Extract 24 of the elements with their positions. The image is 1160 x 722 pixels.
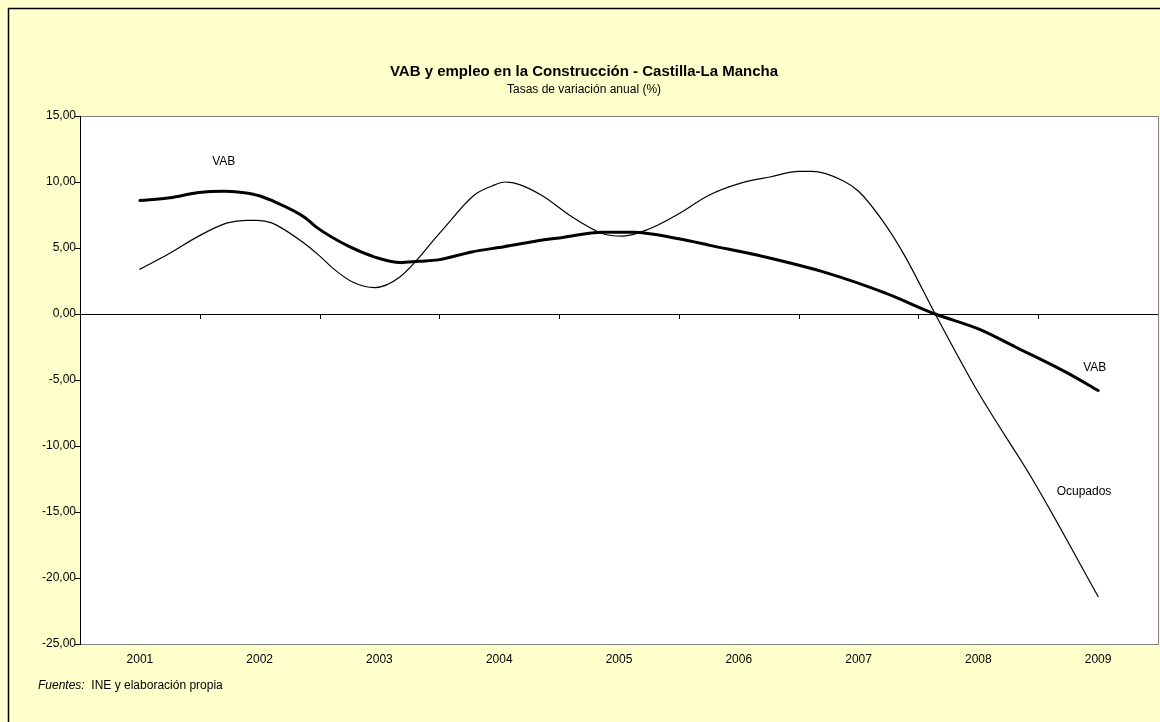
y-tick-label: -5,00 (48, 372, 77, 387)
series-label: Ocupados (1056, 484, 1112, 499)
annotation: VAB (212, 153, 236, 168)
x-tick-label: 2003 (366, 651, 394, 666)
y-tick-label: 10,00 (45, 174, 77, 189)
y-tick-label: -15,00 (41, 504, 77, 519)
y-tick-label: 15,00 (45, 108, 77, 123)
x-tick-label: 2006 (725, 651, 753, 666)
y-tick-label: 5,00 (52, 240, 77, 255)
x-tick-label: 2008 (964, 651, 992, 666)
x-tick-label: 2004 (485, 651, 513, 666)
x-tick-label: 2009 (1084, 651, 1112, 666)
x-tick-label: 2005 (605, 651, 633, 666)
x-tick-label: 2007 (845, 651, 873, 666)
source-note: Fuentes: INE y elaboración propia (38, 678, 224, 693)
series-label: VAB (1083, 359, 1107, 374)
x-tick-label: 2002 (246, 651, 274, 666)
chart-title: VAB y empleo en la Construcción - Castilla-La Mancha (389, 62, 779, 80)
y-tick-label: -10,00 (41, 438, 77, 453)
y-tick-label: 0,00 (52, 306, 77, 321)
x-tick-label: 2001 (126, 651, 154, 666)
chart-subtitle: Tasas de variación anual (%) (506, 82, 662, 97)
y-tick-label: -25,00 (41, 636, 77, 651)
y-tick-label: -20,00 (41, 570, 77, 585)
